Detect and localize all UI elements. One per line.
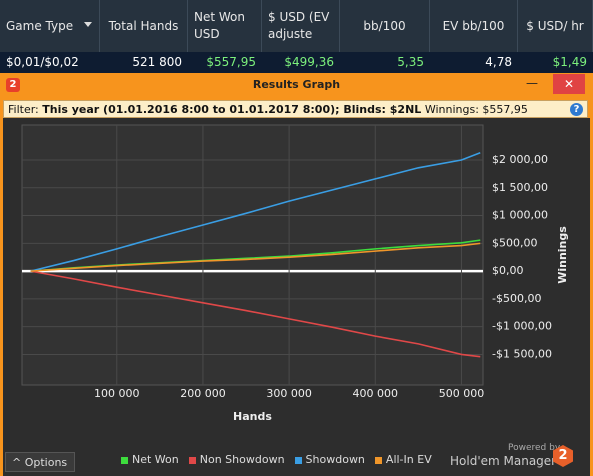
legend-item: Showdown xyxy=(294,452,365,468)
table-cell: 5,35 xyxy=(397,55,424,69)
plot-area xyxy=(21,124,484,386)
table-cell: 4,78 xyxy=(485,55,512,69)
table-header: Game Type Total Hands Net Won USD $ USD (EV… xyxy=(0,0,593,52)
table-cell: $0,01/$0,02 NL xyxy=(6,55,79,90)
column-header[interactable]: bb/100 xyxy=(340,0,430,52)
window-title: Results Graph xyxy=(252,78,341,91)
brand-logo: 2 xyxy=(553,445,573,467)
y-tick-label: $0,00 xyxy=(492,264,524,277)
x-tick-label: 300 000 xyxy=(266,387,312,400)
chart-area: -$1 500,00 -$1 000,00 -$500,00 $0,00 $500,00… xyxy=(3,118,590,440)
legend-item: Net Won xyxy=(121,452,179,468)
help-button[interactable]: ? xyxy=(570,103,583,116)
x-axis-label: Hands xyxy=(233,410,272,423)
table-row[interactable]: $0,01/$0,02 NL 521 800 $557,95 $499,36 5,35 4… xyxy=(0,52,593,90)
options-label: Options xyxy=(24,456,68,469)
column-header[interactable]: Total Hands xyxy=(100,0,188,52)
x-tick-label: 200 000 xyxy=(180,387,226,400)
filter-text: This year (01.01.2016 8:00 to 01.01.2017… xyxy=(42,103,422,116)
legend-swatch xyxy=(294,456,302,464)
minimize-button[interactable]: — xyxy=(526,76,538,90)
filter-label: Filter: xyxy=(8,103,39,116)
y-tick-label: $1 500,00 xyxy=(492,181,548,194)
column-header[interactable]: $ USD (EV adjuste xyxy=(262,0,340,52)
options-button[interactable]: ^ Options xyxy=(5,452,75,472)
y-tick-label: $500,00 xyxy=(492,236,538,249)
powered-by: Powered by xyxy=(508,443,561,453)
legend-item: Non Showdown xyxy=(188,452,285,468)
table-cell: $1,49 xyxy=(552,55,587,69)
table-cell: $499,36 xyxy=(284,55,334,69)
y-tick-label: $2 000,00 xyxy=(492,153,548,166)
column-header[interactable]: Game Type xyxy=(0,0,100,52)
table-cell: $557,95 xyxy=(206,55,256,69)
x-tick-label: 500 000 xyxy=(439,387,485,400)
legend-label: All-In EV xyxy=(385,453,432,466)
legend-swatch xyxy=(374,456,382,464)
legend-swatch xyxy=(121,456,128,464)
column-header[interactable]: Net Won USD xyxy=(188,0,262,52)
y-tick-label: $1 000,00 xyxy=(492,209,548,222)
legend-label: Non Showdown xyxy=(199,453,285,466)
legend-label: Showdown xyxy=(305,453,365,466)
footer: ^ Options Net Won Non Showdown Showdown All… xyxy=(3,440,590,476)
series-line xyxy=(30,242,481,272)
y-tick-label: -$1 000,00 xyxy=(492,320,552,333)
legend-label: Net Won xyxy=(132,453,179,466)
brand: Hold'em Manager xyxy=(450,454,557,468)
winnings: Winnings: $557,95 xyxy=(424,103,528,116)
column-header[interactable]: EV bb/100 xyxy=(430,0,518,52)
y-axis-label: Winnings xyxy=(556,226,569,284)
legend: Net Won Non Showdown Showdown All-In EV xyxy=(121,452,432,468)
filter-bar: Filter: This year (01.01.2016 8:00 to 01… xyxy=(3,100,588,118)
close-button[interactable]: ✕ xyxy=(553,74,585,94)
x-tick-label: 100 000 xyxy=(94,387,140,400)
series-line xyxy=(30,270,481,358)
y-tick-label: -$500,00 xyxy=(492,292,541,305)
series-line xyxy=(30,152,481,272)
table-cell: 521 800 xyxy=(132,55,182,69)
sort-arrow xyxy=(84,22,92,27)
x-tick-label: 400 000 xyxy=(353,387,399,400)
legend-item: All-In EV xyxy=(374,452,432,468)
chart: -$1 500,00 -$1 000,00 -$500,00 $0,00 $500,00… xyxy=(21,124,569,423)
y-tick-label: -$1 500,00 xyxy=(492,347,552,360)
legend-swatch xyxy=(188,456,196,464)
column-header[interactable]: $ USD/ hr xyxy=(518,0,593,52)
logo: 2 xyxy=(6,78,20,92)
